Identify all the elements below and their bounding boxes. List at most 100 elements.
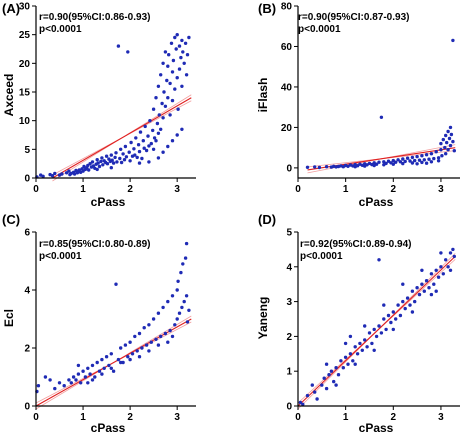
data-point [126, 50, 130, 54]
data-point [391, 162, 395, 166]
data-point [107, 363, 111, 368]
x-axis-label: cPass [359, 195, 394, 209]
data-point [156, 156, 161, 160]
data-point [180, 127, 184, 131]
data-point [379, 331, 384, 335]
data-point [152, 136, 157, 140]
x-tick-label: 2 [127, 184, 133, 195]
data-point [126, 355, 130, 359]
data-point [148, 119, 152, 123]
data-point [104, 154, 109, 158]
data-point [353, 362, 357, 366]
panel-label: (C) [2, 212, 20, 227]
data-point [157, 113, 161, 117]
data-point [396, 303, 400, 307]
data-point [180, 38, 184, 43]
data-point [161, 61, 165, 65]
data-point [180, 305, 184, 310]
data-point [175, 133, 179, 137]
data-point [67, 169, 71, 173]
data-point [60, 172, 64, 176]
data-point [329, 369, 334, 373]
x-tick-label: 2 [391, 412, 397, 423]
data-point [90, 363, 95, 368]
y-tick-label: 25 [19, 30, 31, 41]
data-point [415, 154, 419, 159]
data-point [99, 159, 103, 164]
annotation-p: p<0.0001 [298, 24, 341, 35]
data-point [176, 107, 180, 111]
data-point [161, 150, 165, 154]
data-point [119, 346, 123, 350]
data-point [69, 381, 74, 385]
data-point [179, 270, 183, 275]
data-point [41, 174, 45, 178]
data-point [133, 153, 137, 157]
data-point [169, 41, 174, 45]
data-point [137, 161, 142, 165]
data-point [185, 320, 190, 324]
data-point [440, 154, 444, 158]
regression-line [35, 318, 192, 407]
data-point [434, 289, 438, 293]
data-point [170, 98, 175, 103]
y-tick-label: 0 [24, 174, 30, 185]
panel-label: (A) [2, 1, 20, 16]
panel-d: (D) r=0.92(95%CI:0.89-0.94) p<0.0001 Yan… [256, 212, 460, 435]
data-point [327, 373, 331, 377]
data-point [382, 303, 386, 307]
data-point [101, 163, 105, 167]
data-point [445, 140, 449, 145]
data-point [175, 76, 179, 80]
y-tick-label: 2 [24, 344, 30, 355]
panel-label: (B) [258, 1, 276, 16]
data-point [151, 128, 155, 133]
data-point [154, 337, 158, 341]
data-point [135, 155, 139, 160]
data-point [410, 289, 415, 293]
y-tick-label: 15 [19, 88, 31, 99]
data-point [74, 378, 78, 382]
data-point [422, 158, 426, 162]
y-tick-label: 20 [281, 123, 293, 134]
x-tick-label: 1 [80, 412, 86, 423]
data-point [396, 158, 400, 162]
data-point [452, 149, 456, 153]
annotation-p: p<0.0001 [39, 24, 82, 35]
data-point [147, 160, 151, 164]
data-point [144, 343, 149, 347]
data-point [382, 163, 386, 167]
data-point [420, 282, 424, 286]
data-point [353, 345, 357, 349]
data-point [100, 372, 104, 376]
data-point [410, 161, 415, 165]
data-point [377, 160, 381, 164]
x-tick-label: 1 [343, 184, 349, 195]
x-axis-label: cPass [91, 195, 126, 209]
data-point [413, 158, 417, 163]
data-point [401, 161, 405, 166]
data-point [403, 159, 407, 164]
data-point [100, 156, 104, 160]
data-point [451, 38, 455, 43]
data-point [320, 383, 324, 387]
data-point [119, 360, 123, 365]
data-point [168, 328, 172, 333]
data-point [401, 282, 405, 286]
data-point [133, 334, 137, 339]
data-point [448, 125, 453, 130]
x-tick-label: 3 [174, 412, 180, 423]
data-point [128, 340, 132, 344]
data-point [386, 159, 391, 163]
data-point [173, 87, 177, 91]
annotation-r: r=0.85(95%CI:0.80-0.89) [39, 239, 150, 250]
data-point [111, 369, 116, 373]
data-point [127, 150, 131, 154]
data-point [394, 317, 398, 321]
x-axis-label: cPass [91, 421, 126, 435]
data-point [87, 168, 91, 172]
data-point [177, 67, 182, 71]
data-point [343, 355, 348, 359]
data-point [367, 331, 372, 335]
